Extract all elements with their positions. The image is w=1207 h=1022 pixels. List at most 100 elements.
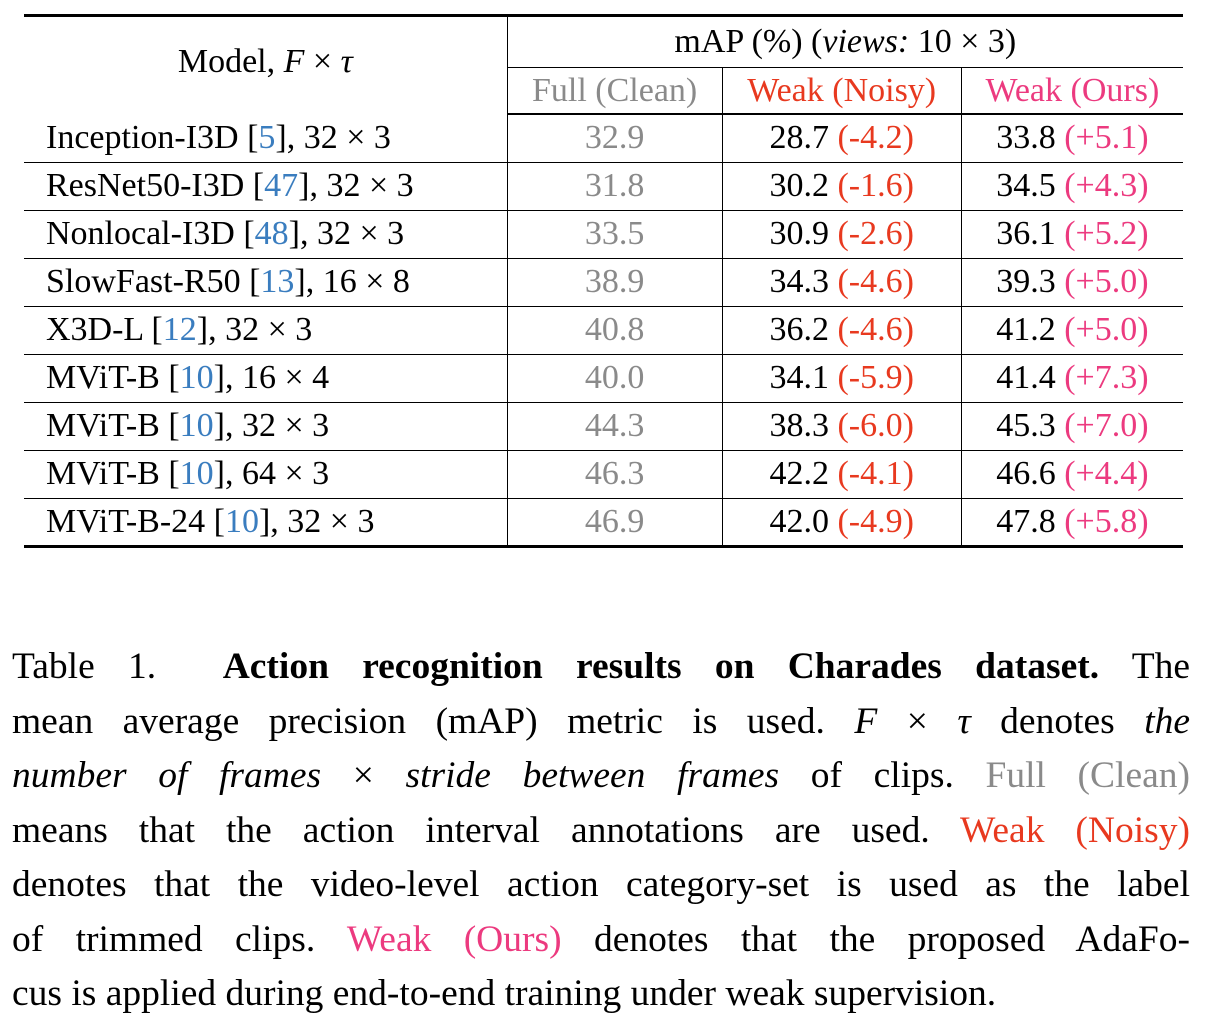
table-row: Nonlocal-I3D [48], 32 × 3 33.5 30.9 (-2.6)… [24,209,1183,258]
model-header-label: Model, F × τ [177,42,353,80]
weak-ours-delta: (+7.0) [1064,407,1149,444]
model-config: ], 32 × 3 [275,118,391,156]
caption-title: Action recognition results on Charades d… [222,646,1100,687]
weak-noisy-cell: 34.1 (-5.9) [721,353,962,402]
map-group-header: mAP (%) (views: 10 × 3) [506,14,1183,68]
table-row: MViT-B [10], 64 × 3 46.3 42.2 (-4.1) 46.6 (… [24,449,1183,498]
weak-ours-cell: 34.5 (+4.3) [960,161,1183,210]
caption-weak-ours: Weak (Ours) [346,918,562,960]
model-cell: X3D-L [12], 32 × 3 [24,305,508,354]
weak-ours-value: 41.2 [996,311,1056,348]
weak-noisy-value: 34.3 [769,263,829,300]
map-header-label: mAP (%) (views: 10 × 3) [674,23,1017,60]
citation-link: 12 [162,311,197,348]
model-name: Inception-I3D [ [46,118,259,156]
model-config: ], 32 × 3 [288,215,405,252]
caption-line: denotes that the video-level action cate… [12,864,1190,905]
full-clean-value: 32.9 [506,114,723,162]
weak-noisy-delta: (-2.6) [837,215,914,252]
model-name: Nonlocal-I3D [ [46,215,255,252]
table-row: X3D-L [12], 32 × 3 40.8 36.2 (-4.6) 41.2 (+… [24,305,1183,354]
citation-link: 47 [264,167,299,204]
full-clean-value: 33.5 [506,209,723,258]
caption-line: number of frames × stride between frames… [12,755,1190,796]
weak-noisy-value: 30.9 [769,215,829,252]
citation-link: 48 [254,215,289,252]
table-row: MViT-B-24 [10], 32 × 3 46.9 42.0 (-4.9) 47.… [24,497,1183,548]
weak-ours-value: 41.4 [996,359,1056,396]
model-config: ], 32 × 3 [213,407,330,444]
table-row: ResNet50-I3D [47], 32 × 3 31.8 30.2 (-1.6)… [24,161,1183,210]
weak-noisy-delta: (-4.1) [837,455,914,492]
weak-noisy-value: 42.2 [769,455,829,492]
weak-ours-delta: (+5.0) [1064,263,1149,300]
table-row: Inception-I3D [5], 32 × 3 32.9 28.7 (-4.2)… [24,114,1183,162]
full-clean-value: 44.3 [506,401,723,450]
weak-ours-value: 34.5 [996,167,1056,204]
weak-noisy-value: 36.2 [769,311,829,348]
weak-ours-cell: 41.4 (+7.3) [960,353,1183,402]
full-clean-header: Full (Clean) [506,67,723,115]
weak-ours-cell: 46.6 (+4.4) [960,449,1183,498]
weak-noisy-delta: (-1.6) [837,167,914,204]
caption-line: mean average precision (mAP) metric is u… [12,700,1191,742]
weak-noisy-cell: 42.0 (-4.9) [721,497,962,548]
weak-ours-cell: 39.3 (+5.0) [960,257,1183,306]
weak-ours-value: 45.3 [996,407,1056,444]
weak-noisy-value: 30.2 [769,167,829,204]
weak-noisy-delta: (-4.6) [837,263,914,300]
model-name: MViT-B [ [46,359,180,396]
model-cell: MViT-B-24 [10], 32 × 3 [24,497,508,548]
model-cell: Inception-I3D [5], 32 × 3 [24,114,507,162]
model-name: ResNet50-I3D [ [46,167,265,204]
model-cell: SlowFast-R50 [13], 16 × 8 [24,257,508,306]
citation-link: 10 [179,455,214,492]
weak-noisy-value: 42.0 [769,502,829,540]
weak-noisy-cell: 30.2 (-1.6) [721,161,962,210]
caption-line: means that the action interval annotatio… [12,809,1191,851]
caption-line: cus is applied during end-to-end trainin… [12,973,997,1014]
weak-ours-delta: (+5.1) [1064,119,1149,157]
weak-noisy-delta: (-4.2) [837,119,914,157]
model-cell: MViT-B [10], 32 × 3 [24,401,508,450]
weak-ours-cell: 47.8 (+5.8) [960,497,1183,548]
model-cell: MViT-B [10], 16 × 4 [24,353,508,402]
weak-ours-cell: 45.3 (+7.0) [960,401,1183,450]
model-config: ], 16 × 4 [213,359,330,396]
full-clean-value: 40.8 [506,305,723,354]
table-caption: Table 1. Action recognition results on C… [12,640,1190,1022]
citation-link: 10 [179,359,214,396]
weak-ours-cell: 36.1 (+5.2) [960,209,1183,258]
weak-ours-value: 46.6 [996,455,1056,492]
weak-noisy-value: 28.7 [769,119,829,157]
model-name: MViT-B [ [46,455,180,492]
weak-noisy-value: 34.1 [769,359,829,396]
weak-ours-cell: 33.8 (+5.1) [960,114,1183,162]
weak-ours-delta: (+4.3) [1064,167,1149,204]
caption-weak-noisy: Weak (Noisy) [960,809,1191,851]
citation-link: 10 [179,407,214,444]
full-clean-value: 31.8 [506,161,723,210]
weak-ours-delta: (+5.2) [1064,215,1149,252]
model-config: ], 64 × 3 [213,455,330,492]
caption-label: Table 1. [12,646,157,687]
weak-noisy-delta: (-6.0) [837,407,914,444]
model-column-header: Model, F × τ [24,14,508,114]
weak-noisy-delta: (-5.9) [837,359,914,396]
weak-noisy-cell: 30.9 (-2.6) [721,209,962,258]
citation-link: 13 [260,263,295,300]
weak-ours-delta: (+7.3) [1064,359,1149,396]
weak-noisy-cell: 38.3 (-6.0) [721,401,962,450]
weak-ours-value: 36.1 [996,215,1056,252]
weak-ours-value: 33.8 [996,119,1056,157]
weak-ours-delta: (+5.0) [1064,311,1149,348]
model-name: MViT-B [ [46,407,180,444]
weak-ours-value: 39.3 [996,263,1056,300]
weak-noisy-cell: 34.3 (-4.6) [721,257,962,306]
model-cell: Nonlocal-I3D [48], 32 × 3 [24,209,508,258]
weak-ours-cell: 41.2 (+5.0) [960,305,1183,354]
full-clean-value: 46.9 [506,497,723,548]
weak-noisy-cell: 28.7 (-4.2) [721,114,962,162]
weak-noisy-delta: (-4.9) [837,502,914,540]
weak-noisy-delta: (-4.6) [837,311,914,348]
